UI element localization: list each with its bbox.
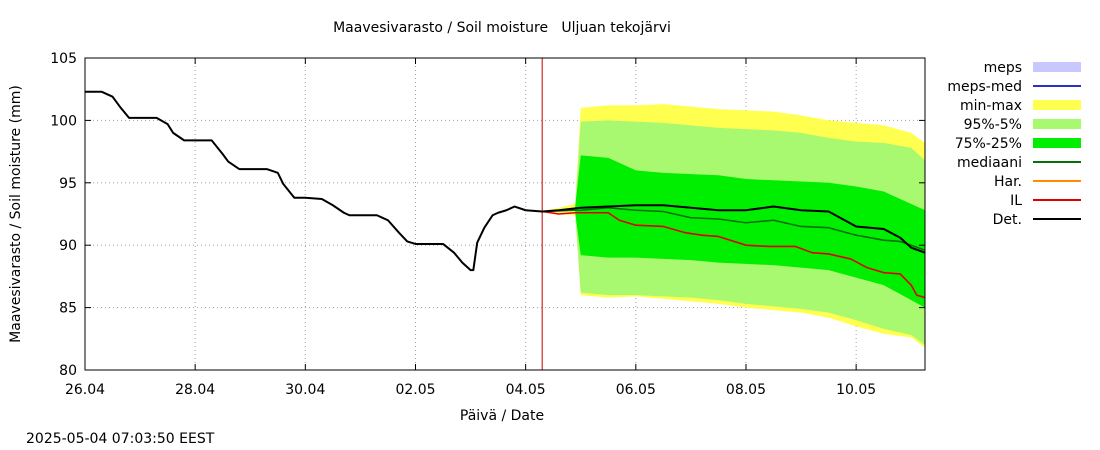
chart-title: Maavesivarasto / Soil moisture Uljuan te…	[333, 20, 671, 36]
axes: 80 85 90 95 100 105 26.04 28.04 30.04 02.05 04.05 0…	[50, 51, 926, 398]
x-tick-label: 06.05	[616, 382, 656, 398]
x-tick-label: 04.05	[506, 382, 546, 398]
y-axis-label: Maavesivarasto / Soil moisture (mm)	[8, 85, 24, 343]
legend-label-il: IL	[1010, 193, 1022, 209]
y-tick-label: 80	[59, 363, 77, 379]
legend-label-75-25: 75%-25%	[955, 136, 1022, 152]
legend-label-meps-med: meps-med	[947, 79, 1022, 95]
timestamp: 2025-05-04 07:03:50 EEST	[26, 431, 215, 447]
y-tick-label: 100	[50, 113, 77, 129]
legend-swatch-75-25	[1033, 138, 1081, 148]
band-75-25	[575, 155, 925, 308]
legend-label-det: Det.	[993, 212, 1022, 228]
legend: meps meps-med min-max 95%-5% 75%-25% mediaani…	[947, 60, 1081, 228]
legend-label-meps: meps	[984, 60, 1022, 76]
x-tick-label: 28.04	[175, 382, 215, 398]
x-tick-label: 02.05	[395, 382, 435, 398]
line-det	[85, 90, 926, 272]
y-tick-label: 85	[59, 301, 77, 317]
line-il	[542, 210, 926, 299]
x-tick-label: 08.05	[726, 382, 766, 398]
y-tick-label: 95	[59, 176, 77, 192]
line-mediaani	[542, 206, 926, 251]
legend-swatch-meps	[1033, 62, 1081, 72]
legend-swatch-95-5	[1033, 119, 1081, 129]
band-areas	[542, 104, 925, 348]
x-tick-label: 30.04	[285, 382, 325, 398]
y-tick-label: 90	[59, 238, 77, 254]
legend-label-min-max: min-max	[960, 98, 1022, 114]
legend-swatch-min-max	[1033, 100, 1081, 110]
legend-label-har: Har.	[994, 174, 1022, 190]
y-tick-label: 105	[50, 51, 77, 67]
x-tick-label: 10.05	[836, 382, 876, 398]
legend-label-mediaani: mediaani	[957, 155, 1022, 171]
x-axis-label: Päivä / Date	[460, 408, 544, 424]
plot-frame	[84, 57, 926, 371]
x-tick-label: 26.04	[65, 382, 105, 398]
legend-label-95-5: 95%-5%	[964, 117, 1022, 133]
series-lines	[85, 58, 926, 370]
